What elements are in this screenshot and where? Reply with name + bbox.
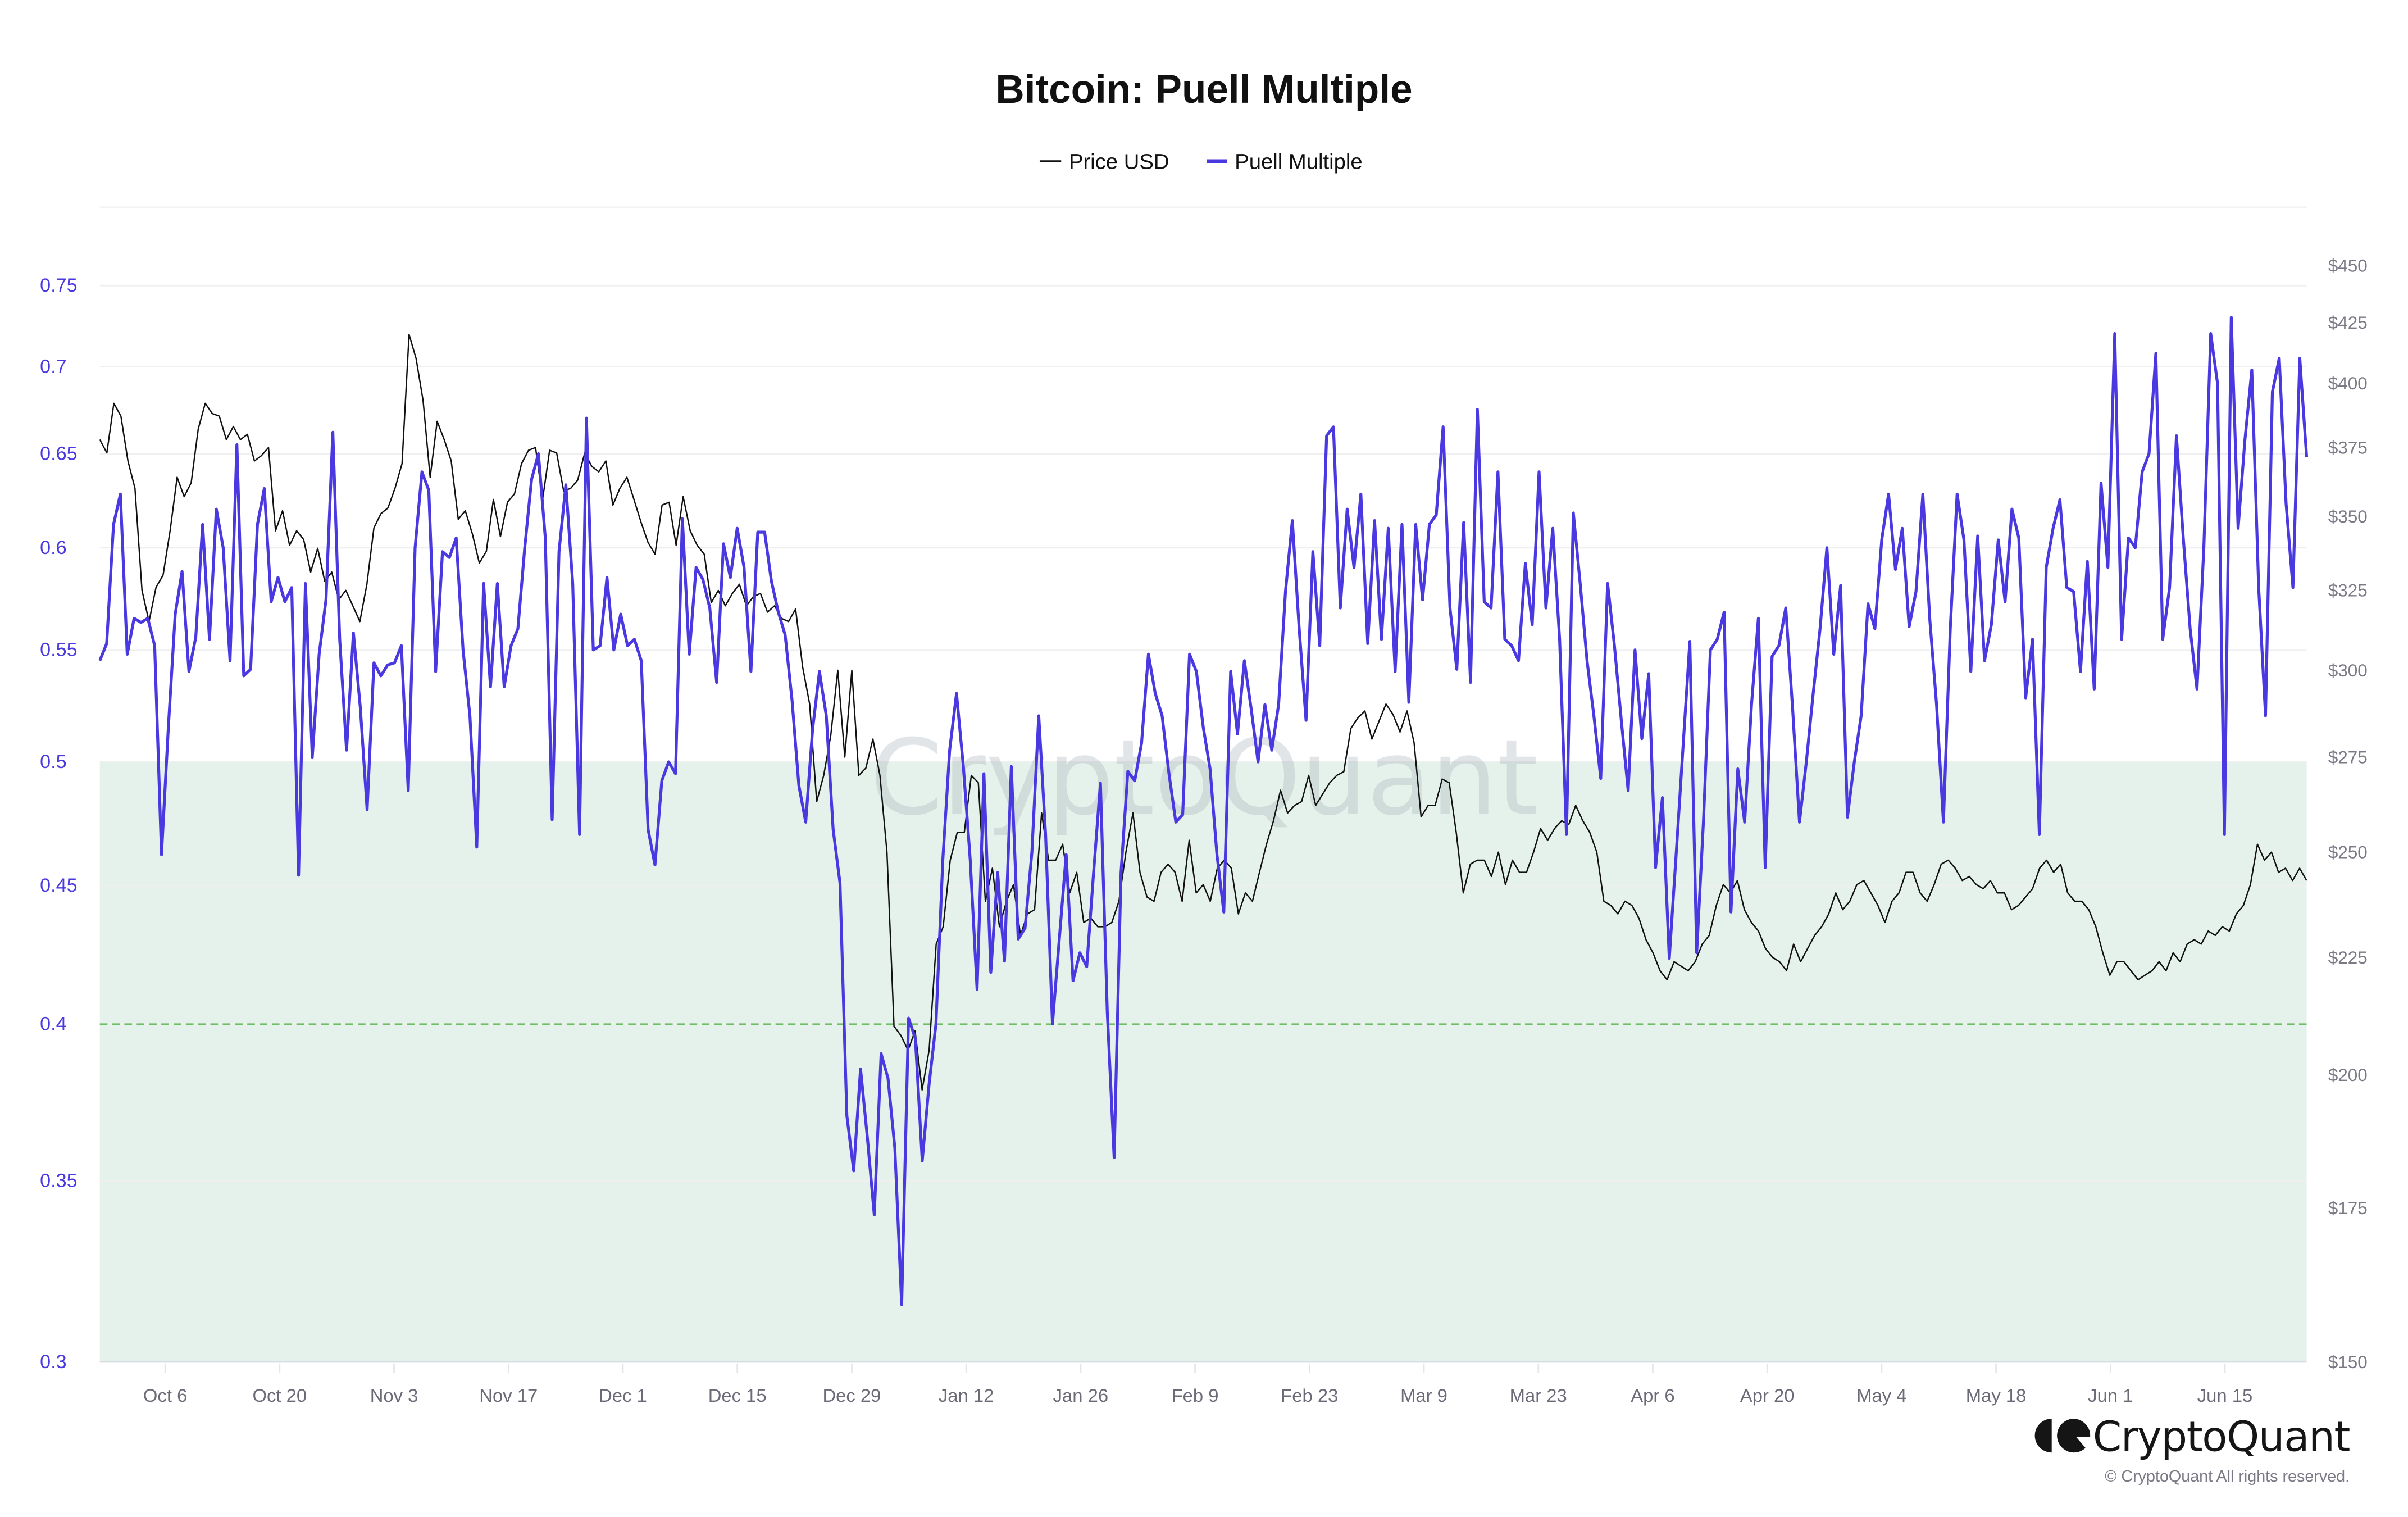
y-left-tick-label: 0.6 bbox=[40, 537, 66, 558]
gridlines bbox=[99, 284, 2307, 1182]
copyright-text: © CryptoQuant All rights reserved. bbox=[2105, 1468, 2350, 1486]
x-tick-label: Jan 26 bbox=[1053, 1385, 1109, 1406]
x-tick-label: Jun 1 bbox=[2088, 1385, 2133, 1406]
x-tick-label: Feb 9 bbox=[1172, 1385, 1219, 1406]
puell-multiple-line bbox=[98, 316, 2309, 1306]
y-right-tick-label: $200 bbox=[2328, 1065, 2368, 1085]
y-right-tick-label: $300 bbox=[2328, 661, 2368, 680]
y-left-tick-label: 0.55 bbox=[40, 639, 77, 661]
y-left-tick-label: 0.3 bbox=[40, 1351, 66, 1373]
x-tick-label: Feb 23 bbox=[1281, 1385, 1338, 1406]
x-tick-label: Oct 6 bbox=[143, 1385, 187, 1406]
y-right-tick-label: $450 bbox=[2328, 256, 2368, 276]
x-tick-label: Mar 9 bbox=[1400, 1385, 1447, 1406]
y-left-tick-label: 0.65 bbox=[40, 443, 77, 464]
legend-item-price[interactable]: Price USD bbox=[1039, 150, 1169, 174]
undervalued-band bbox=[99, 762, 2307, 1362]
x-tick-label: Dec 29 bbox=[822, 1385, 881, 1406]
y-right-tick-label: $275 bbox=[2328, 747, 2368, 767]
y-right-tick-label: $400 bbox=[2328, 374, 2368, 393]
cryptoquant-logo[interactable]: CryptoQuant bbox=[2034, 1413, 2351, 1461]
x-tick-label: Nov 3 bbox=[370, 1385, 418, 1406]
x-tick-label: Apr 6 bbox=[1631, 1385, 1674, 1406]
y-axis-left-puell: 0.75 0.7 0.65 0.6 0.55 0.5 0.45 0.4 0.35 0.3 bbox=[40, 275, 77, 1373]
y-axis-right-price: $450 $425 $400 $375 $350 $325 $300 $275 $250 $225… bbox=[2328, 256, 2368, 1372]
y-right-tick-label: $250 bbox=[2328, 843, 2368, 862]
cryptoquant-logo-icon bbox=[2034, 1419, 2091, 1453]
y-right-tick-label: $325 bbox=[2328, 581, 2368, 601]
legend-item-puell[interactable]: Puell Multiple bbox=[1207, 150, 1363, 174]
x-tick-label: Dec 1 bbox=[599, 1385, 647, 1406]
y-right-tick-label: $350 bbox=[2328, 507, 2368, 526]
x-tick-label: Apr 20 bbox=[1740, 1385, 1795, 1406]
x-tick-label: Dec 15 bbox=[708, 1385, 767, 1406]
y-right-tick-label: $150 bbox=[2328, 1352, 2368, 1372]
x-tick-label: Nov 17 bbox=[479, 1385, 538, 1406]
x-tick-label: May 18 bbox=[1966, 1385, 2027, 1406]
legend: Price USD Puell Multiple bbox=[1039, 150, 1363, 174]
price-usd-line bbox=[99, 334, 2307, 1091]
x-tick-label: Jan 12 bbox=[939, 1385, 994, 1406]
y-left-tick-label: 0.75 bbox=[40, 275, 77, 296]
x-axis-dates: Oct 6 Oct 20 Nov 3 Nov 17 Dec 1 Dec 15 Dec 29 J… bbox=[143, 1363, 2253, 1406]
brand-name: CryptoQuant bbox=[2093, 1413, 2350, 1461]
y-left-tick-label: 0.5 bbox=[40, 751, 66, 773]
y-right-tick-label: $425 bbox=[2328, 313, 2368, 333]
x-tick-label: May 4 bbox=[1856, 1385, 1906, 1406]
y-right-tick-label: $175 bbox=[2328, 1198, 2368, 1218]
x-tick-label: Oct 20 bbox=[253, 1385, 307, 1406]
y-left-tick-label: 0.7 bbox=[40, 356, 66, 377]
x-tick-label: Jun 15 bbox=[2197, 1385, 2253, 1406]
legend-label-price: Price USD bbox=[1069, 150, 1169, 174]
legend-label-puell: Puell Multiple bbox=[1235, 150, 1363, 174]
y-left-tick-label: 0.4 bbox=[40, 1013, 66, 1034]
y-right-tick-label: $375 bbox=[2328, 438, 2368, 458]
chart-title: Bitcoin: Puell Multiple bbox=[995, 67, 1412, 112]
x-tick-label: Mar 23 bbox=[1510, 1385, 1567, 1406]
y-right-tick-label: $225 bbox=[2328, 948, 2368, 968]
y-left-tick-label: 0.35 bbox=[40, 1170, 77, 1192]
y-left-tick-label: 0.45 bbox=[40, 875, 77, 896]
